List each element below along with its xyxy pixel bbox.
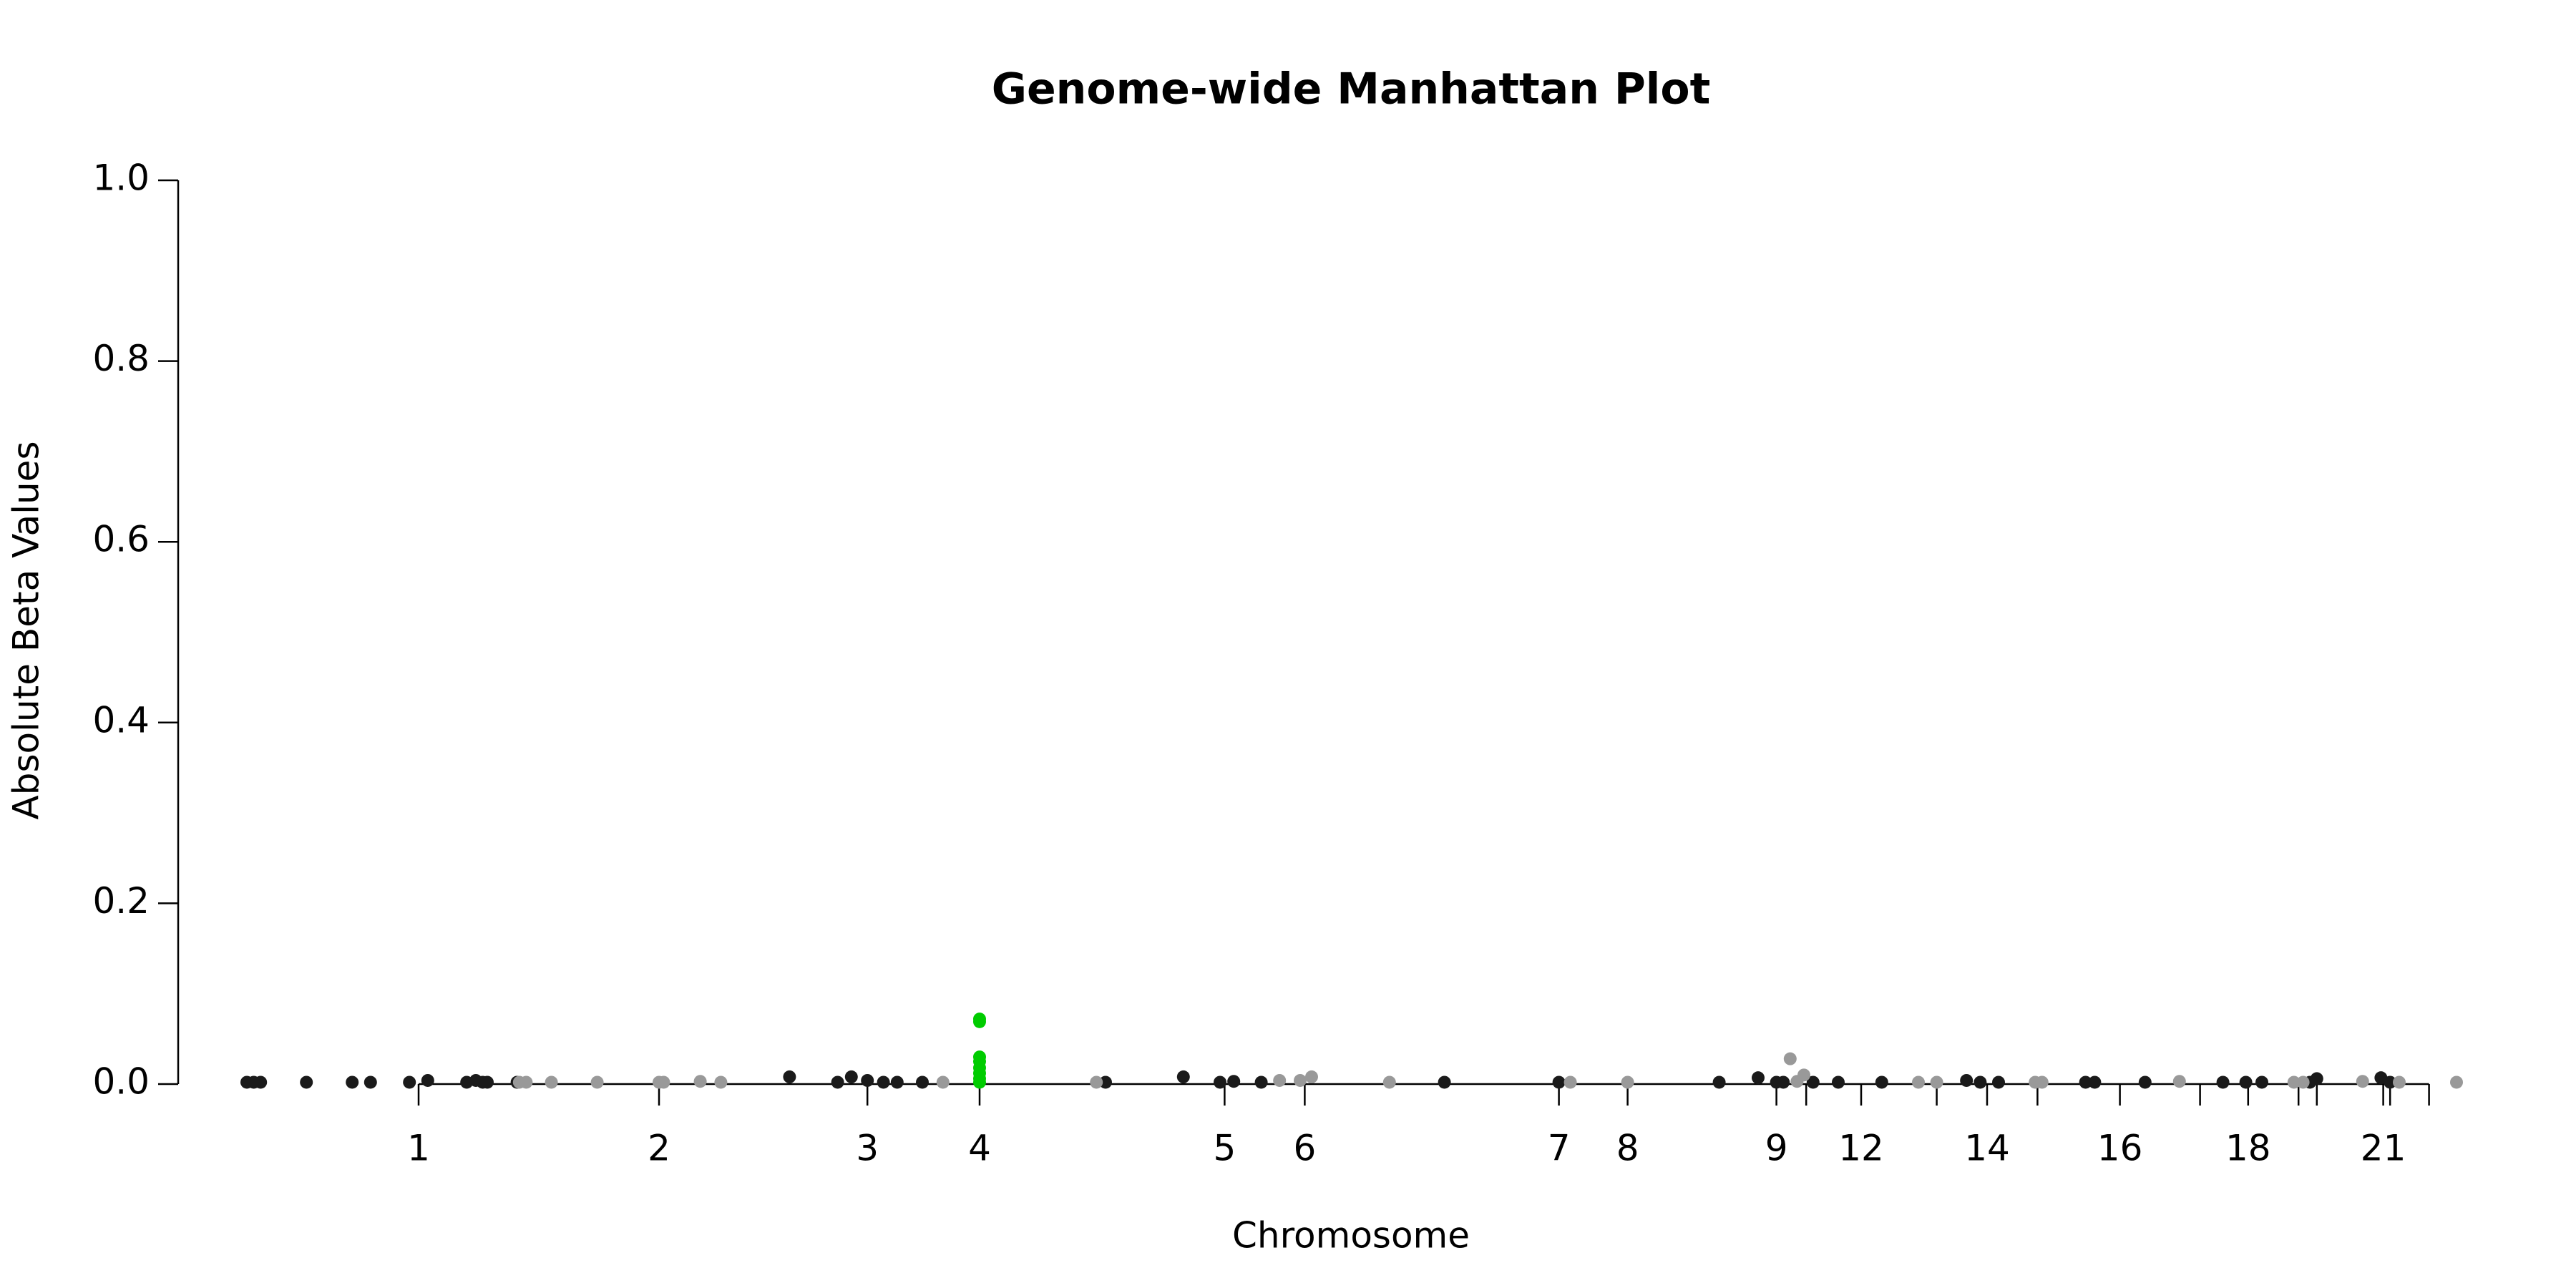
- x-tick-label: 6: [1293, 1128, 1316, 1169]
- data-point: [1783, 1052, 1797, 1065]
- data-point: [364, 1075, 377, 1089]
- data-point: [1090, 1075, 1103, 1089]
- data-point: [936, 1075, 950, 1089]
- data-point: [1712, 1075, 1726, 1089]
- data-point: [1912, 1075, 1925, 1089]
- data-point: [519, 1075, 533, 1089]
- data-point: [714, 1075, 728, 1089]
- x-tick-label: 1: [407, 1128, 430, 1169]
- x-tick-label: 4: [968, 1128, 991, 1169]
- y-tick-label: 0.4: [92, 699, 150, 741]
- data-point: [1382, 1075, 1396, 1089]
- data-point: [1992, 1075, 2005, 1089]
- x-axis-label: Chromosome: [1232, 1215, 1470, 1257]
- chart-title: Genome-wide Manhattan Plot: [992, 64, 1711, 114]
- data-point: [300, 1075, 313, 1089]
- data-point: [1273, 1073, 1287, 1087]
- data-point: [861, 1073, 874, 1087]
- data-point: [421, 1073, 434, 1087]
- data-point: [890, 1075, 904, 1089]
- data-point: [1960, 1073, 1974, 1087]
- data-point: [1214, 1075, 1226, 1089]
- x-tick-label: 3: [856, 1128, 879, 1169]
- data-point: [693, 1075, 707, 1088]
- data-point: [2450, 1075, 2463, 1089]
- data-point: [2079, 1075, 2092, 1089]
- data-point: [2088, 1075, 2102, 1089]
- data-point: [1438, 1075, 1451, 1089]
- data-point: [2239, 1075, 2253, 1089]
- y-tick-label: 0.8: [92, 338, 150, 379]
- data-point: [783, 1070, 796, 1083]
- data-point: [545, 1075, 558, 1089]
- data-point: [1752, 1071, 1765, 1085]
- data-point: [2138, 1075, 2152, 1089]
- y-tick-label: 1.0: [92, 157, 150, 199]
- data-point: [1621, 1075, 1634, 1089]
- data-point: [1806, 1075, 1820, 1089]
- data-point: [657, 1075, 670, 1089]
- data-point: [877, 1075, 890, 1089]
- data-point: [1227, 1075, 1241, 1088]
- data-point: [1563, 1075, 1577, 1089]
- data-point: [590, 1075, 604, 1089]
- data-point: [1777, 1075, 1790, 1089]
- x-tick-label: 21: [2361, 1128, 2406, 1169]
- data-point: [1099, 1075, 1112, 1089]
- x-tick-label: 12: [1838, 1128, 1884, 1169]
- y-tick-label: 0.6: [92, 519, 150, 560]
- data-point: [346, 1075, 359, 1089]
- data-point: [1974, 1075, 1987, 1089]
- data-point: [2310, 1072, 2323, 1085]
- data-point: [844, 1070, 858, 1083]
- data-point: [2216, 1075, 2230, 1089]
- x-tick-label: 2: [648, 1128, 670, 1169]
- data-point: [1552, 1075, 1566, 1089]
- data-point: [1254, 1075, 1268, 1089]
- y-axis-label: Absolute Beta Values: [6, 441, 47, 820]
- data-point: [2356, 1075, 2369, 1088]
- data-point: [2296, 1075, 2310, 1089]
- data-point: [1797, 1068, 1810, 1082]
- data-point: [403, 1075, 416, 1089]
- y-tick-label: 0.2: [92, 880, 150, 922]
- x-tick-label: 7: [1548, 1128, 1571, 1169]
- data-point: [2172, 1075, 2186, 1088]
- y-tick-label: 0.0: [92, 1061, 150, 1103]
- data-point: [831, 1075, 844, 1089]
- data-point: [1176, 1070, 1190, 1083]
- x-tick-label: 14: [1964, 1128, 2010, 1169]
- data-point: [973, 1015, 986, 1028]
- data-point: [2384, 1075, 2397, 1089]
- data-point: [2255, 1075, 2268, 1089]
- data-point: [1294, 1073, 1307, 1087]
- x-tick-label: 16: [2097, 1128, 2143, 1169]
- data-point: [2393, 1075, 2406, 1089]
- data-point: [1875, 1075, 1888, 1089]
- data-point: [254, 1075, 268, 1089]
- x-tick-label: 18: [2225, 1128, 2271, 1169]
- data-point: [973, 1075, 986, 1089]
- x-tick-label: 9: [1765, 1128, 1788, 1169]
- x-tick-label: 5: [1213, 1128, 1236, 1169]
- data-point: [916, 1075, 929, 1089]
- data-point: [1930, 1075, 1943, 1089]
- data-point: [1305, 1070, 1318, 1083]
- data-point: [2035, 1075, 2049, 1089]
- x-tick-label: 8: [1616, 1128, 1639, 1169]
- data-point: [481, 1075, 494, 1089]
- data-point: [2287, 1075, 2301, 1089]
- data-point: [1832, 1075, 1845, 1089]
